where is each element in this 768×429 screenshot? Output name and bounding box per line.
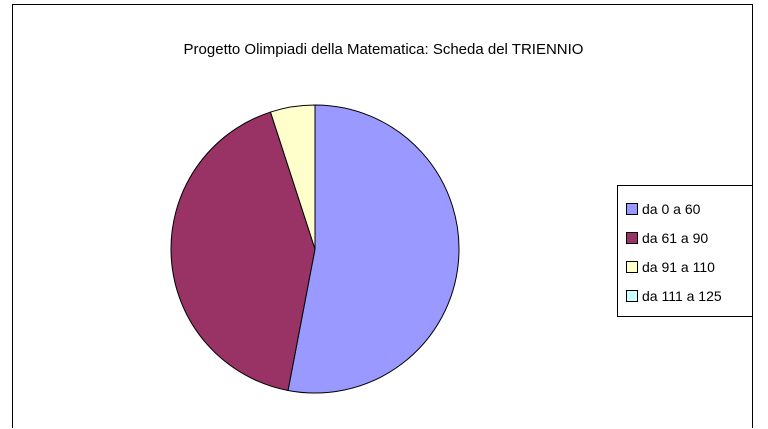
legend: da 0 a 60 da 61 a 90 da 91 a 110 da 111 a 1… [617, 185, 753, 317]
pie-slice-da-0-a-60 [287, 104, 460, 394]
legend-item: da 61 a 90 [626, 229, 708, 247]
legend-label: da 61 a 90 [642, 230, 709, 246]
chart-title: Progetto Olimpiadi della Matematica: Sch… [183, 41, 584, 58]
legend-swatch [626, 232, 638, 244]
pie-slice-da-91-a-110 [269, 104, 316, 250]
legend-item: da 111 a 125 [626, 287, 722, 305]
chart-frame: Progetto Olimpiadi della Matematica: Sch… [12, 4, 753, 428]
legend-label: da 0 a 60 [642, 201, 701, 217]
legend-swatch [626, 203, 638, 215]
legend-swatch [626, 261, 638, 273]
legend-item: da 91 a 110 [626, 258, 715, 276]
legend-swatch [626, 290, 638, 302]
legend-item: da 0 a 60 [626, 200, 700, 218]
legend-label: da 111 a 125 [642, 288, 722, 304]
legend-label: da 91 a 110 [642, 259, 715, 275]
pie-slice-da-61-a-90 [170, 111, 316, 392]
pie-chart [170, 104, 460, 394]
